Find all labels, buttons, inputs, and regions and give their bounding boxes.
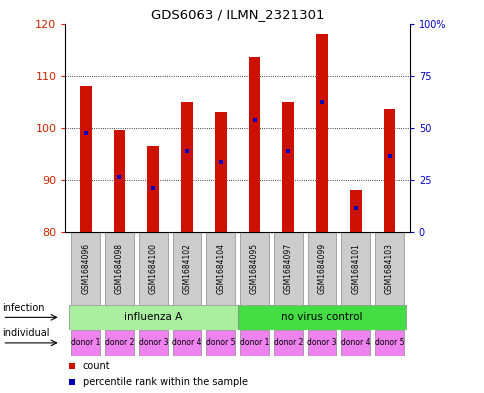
Text: GSM1684102: GSM1684102	[182, 243, 191, 294]
Text: donor 4: donor 4	[340, 338, 370, 347]
Bar	[383, 110, 394, 232]
Bar	[69, 305, 237, 330]
Text: GSM1684097: GSM1684097	[283, 242, 292, 294]
Bar	[113, 130, 125, 232]
Bar	[349, 190, 361, 232]
Bar	[172, 330, 201, 356]
Bar	[105, 232, 134, 305]
Bar	[240, 232, 268, 305]
Bar	[206, 330, 235, 356]
Bar	[71, 330, 100, 356]
Text: GSM1684096: GSM1684096	[81, 242, 90, 294]
Bar	[237, 305, 406, 330]
Bar	[138, 330, 167, 356]
Text: donor 2: donor 2	[105, 338, 134, 347]
Text: donor 5: donor 5	[206, 338, 235, 347]
Bar	[341, 232, 369, 305]
Text: no virus control: no virus control	[281, 312, 362, 322]
Text: individual: individual	[2, 328, 50, 338]
Text: donor 1: donor 1	[71, 338, 100, 347]
Text: influenza A: influenza A	[124, 312, 182, 322]
Bar	[80, 86, 91, 232]
Text: GSM1684095: GSM1684095	[250, 242, 258, 294]
Text: percentile rank within the sample: percentile rank within the sample	[82, 377, 247, 387]
Text: donor 3: donor 3	[138, 338, 167, 347]
Bar	[206, 232, 235, 305]
Bar	[248, 57, 260, 232]
Bar	[138, 232, 167, 305]
Title: GDS6063 / ILMN_2321301: GDS6063 / ILMN_2321301	[151, 8, 324, 21]
Bar	[282, 102, 294, 232]
Text: GSM1684103: GSM1684103	[384, 243, 393, 294]
Text: donor 4: donor 4	[172, 338, 201, 347]
Bar	[181, 102, 193, 232]
Bar	[240, 330, 268, 356]
Text: GSM1684104: GSM1684104	[216, 243, 225, 294]
Text: count: count	[82, 362, 110, 371]
Bar	[273, 330, 302, 356]
Bar	[316, 34, 327, 232]
Text: GSM1684099: GSM1684099	[317, 242, 326, 294]
Text: infection: infection	[2, 303, 45, 312]
Bar	[147, 146, 159, 232]
Text: GSM1684101: GSM1684101	[350, 243, 360, 294]
Text: donor 2: donor 2	[273, 338, 302, 347]
Bar	[105, 330, 134, 356]
Bar	[307, 330, 336, 356]
Text: GSM1684098: GSM1684098	[115, 243, 124, 294]
Bar	[273, 232, 302, 305]
Text: GSM1684100: GSM1684100	[149, 243, 157, 294]
Bar	[375, 330, 403, 356]
Bar	[71, 232, 100, 305]
Bar	[172, 232, 201, 305]
Bar	[307, 232, 336, 305]
Bar	[341, 330, 369, 356]
Bar	[214, 112, 226, 232]
Bar	[375, 232, 403, 305]
Text: donor 3: donor 3	[307, 338, 336, 347]
Text: donor 1: donor 1	[240, 338, 269, 347]
Text: donor 5: donor 5	[374, 338, 404, 347]
